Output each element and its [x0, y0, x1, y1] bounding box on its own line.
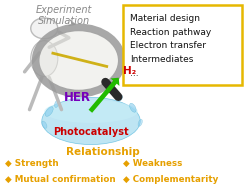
Circle shape [39, 30, 119, 91]
Ellipse shape [31, 41, 58, 77]
Ellipse shape [44, 100, 138, 123]
Text: ◆ Complementarity: ◆ Complementarity [123, 175, 218, 184]
Text: Photocatalyst: Photocatalyst [53, 127, 129, 137]
Text: Electron transfer: Electron transfer [130, 41, 206, 50]
Text: H₂: H₂ [123, 66, 136, 76]
Text: Relationship: Relationship [66, 147, 140, 157]
Ellipse shape [138, 119, 142, 126]
Ellipse shape [130, 103, 136, 112]
Ellipse shape [45, 107, 53, 116]
Text: ◆ Mutual confirmation: ◆ Mutual confirmation [5, 175, 116, 184]
Text: Intermediates: Intermediates [130, 55, 193, 64]
Ellipse shape [55, 100, 59, 108]
Ellipse shape [42, 121, 47, 128]
Ellipse shape [119, 95, 123, 101]
FancyBboxPatch shape [123, 5, 242, 85]
Ellipse shape [65, 94, 68, 99]
Text: ◆ Strength: ◆ Strength [5, 159, 59, 168]
Text: Reaction pathway: Reaction pathway [130, 28, 211, 37]
Text: HER: HER [64, 91, 91, 104]
Circle shape [31, 18, 58, 39]
Text: Experiment
Simulation: Experiment Simulation [36, 5, 92, 26]
Text: ◆ Weakness: ◆ Weakness [123, 159, 182, 168]
Text: ...: ... [130, 69, 138, 78]
Text: Material design: Material design [130, 14, 200, 23]
Ellipse shape [42, 97, 140, 145]
